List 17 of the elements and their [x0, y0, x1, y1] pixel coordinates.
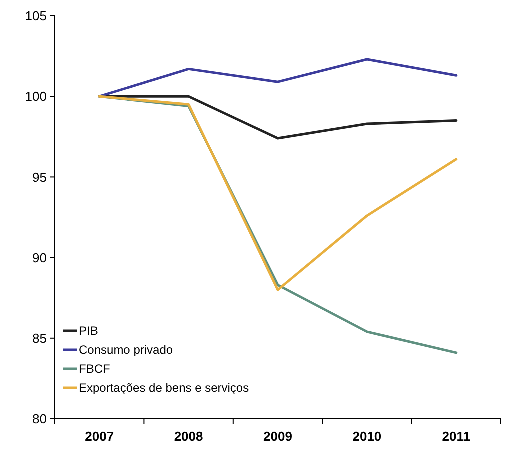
y-tick-label: 90	[32, 250, 47, 266]
legend-label: Exportações de bens e serviços	[79, 381, 250, 395]
y-tick-label: 105	[25, 8, 47, 24]
x-tick-label: 2009	[264, 429, 292, 444]
line-series	[98, 95, 458, 292]
legend-label: FBCF	[79, 362, 110, 376]
legend-label: Consumo privado	[79, 343, 174, 357]
x-tick-label: 2008	[174, 429, 204, 444]
line-series	[98, 58, 458, 98]
y-tick-label: 100	[25, 89, 47, 104]
y-tick-label: 80	[32, 412, 47, 427]
y-tick-label: 95	[32, 170, 47, 185]
y-tick-label: 85	[32, 330, 47, 346]
x-tick-label: 2010	[352, 429, 382, 444]
x-tick-label: 2011	[442, 429, 470, 444]
legend-label: PIB	[79, 324, 98, 338]
x-tick-label: 2007	[85, 429, 114, 444]
